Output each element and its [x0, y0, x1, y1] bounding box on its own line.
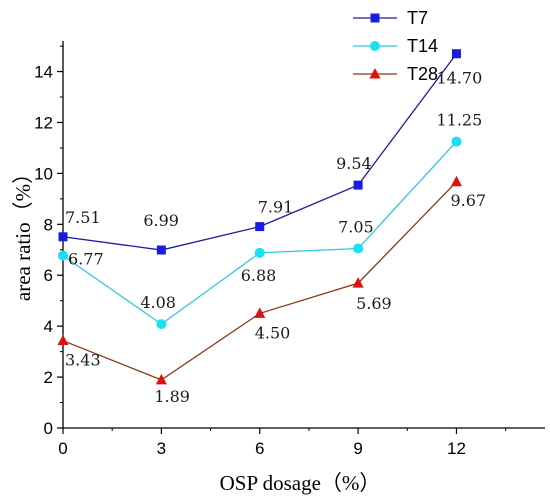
- x-tick-label: 3: [157, 439, 166, 458]
- data-label-T7: 7.91: [258, 198, 294, 217]
- chart-legend: T7 T14 T28: [353, 8, 438, 84]
- data-label-T14: 4.08: [140, 293, 176, 312]
- data-point-T28: [352, 277, 364, 288]
- y-tick-label: 4: [44, 317, 53, 336]
- y-tick-label: 14: [34, 63, 53, 82]
- legend-marker: [370, 13, 380, 23]
- data-point-T14: [156, 319, 167, 330]
- data-label-T28: 9.67: [450, 191, 486, 210]
- data-label-T28: 3.43: [65, 351, 101, 370]
- data-point-T28: [450, 175, 462, 187]
- data-point-T7: [451, 49, 461, 59]
- legend-marker: [369, 68, 381, 79]
- series-line-T7: [62, 53, 457, 251]
- y-tick-label: 8: [44, 215, 53, 234]
- data-point-T7: [255, 222, 265, 232]
- data-label-T7: 6.99: [143, 211, 179, 230]
- data-label-T28: 1.89: [154, 387, 190, 406]
- series-T28: [57, 175, 462, 385]
- y-tick-label: 2: [44, 368, 53, 387]
- data-label-T14: 6.88: [241, 266, 277, 285]
- chart-data-labels: 7.51 6.99 7.91 9.54 14.70 6.77 4.08 6.88 7.05 11.…: [65, 69, 486, 406]
- data-point-T7: [156, 245, 166, 255]
- legend-item-T7: T7: [353, 8, 428, 28]
- data-label-T28: 4.50: [255, 323, 291, 342]
- series-T7: [58, 49, 461, 255]
- legend-item-T28: T28: [353, 64, 438, 84]
- data-label-T7: 9.54: [336, 154, 372, 173]
- data-label-T7: 7.51: [65, 208, 101, 227]
- x-tick-label: 0: [58, 439, 67, 458]
- y-tick-label: 10: [34, 164, 53, 183]
- data-point-T7: [353, 180, 363, 190]
- x-tick-label: 9: [353, 439, 362, 458]
- legend-label: T14: [407, 36, 438, 56]
- chart-axes: 0 2 4 6 8 10 12 14 0 3 6 9 12: [34, 41, 545, 458]
- data-label-T14: 6.77: [68, 250, 104, 269]
- y-tick-label: 0: [44, 419, 53, 438]
- data-label-T14: 11.25: [436, 111, 482, 130]
- y-tick-label: 12: [34, 113, 53, 132]
- data-point-T14: [451, 136, 462, 147]
- data-point-T28: [254, 307, 266, 318]
- legend-item-T14: T14: [353, 36, 438, 56]
- data-point-T28: [57, 334, 69, 346]
- x-axis-title: OSP dosage（%）: [220, 471, 381, 495]
- data-label-T7: 14.70: [436, 69, 482, 88]
- x-tick-label: 6: [255, 439, 264, 458]
- legend-label: T7: [407, 8, 428, 28]
- series-line-T14: [62, 141, 457, 325]
- data-point-T14: [254, 247, 265, 258]
- data-point-T7: [58, 232, 68, 242]
- y-tick-label: 6: [44, 266, 53, 285]
- series-T14: [58, 136, 462, 330]
- legend-marker: [370, 41, 380, 51]
- y-axis-title: area ratio（%）: [11, 163, 35, 301]
- legend-label: T28: [407, 64, 438, 84]
- data-point-T14: [58, 250, 68, 261]
- data-label-T14: 7.05: [338, 218, 374, 237]
- data-point-T14: [353, 243, 364, 254]
- data-point-T28: [155, 373, 167, 385]
- chart-series: [57, 49, 462, 385]
- x-tick-label: 12: [447, 439, 466, 458]
- data-label-T28: 5.69: [356, 294, 392, 313]
